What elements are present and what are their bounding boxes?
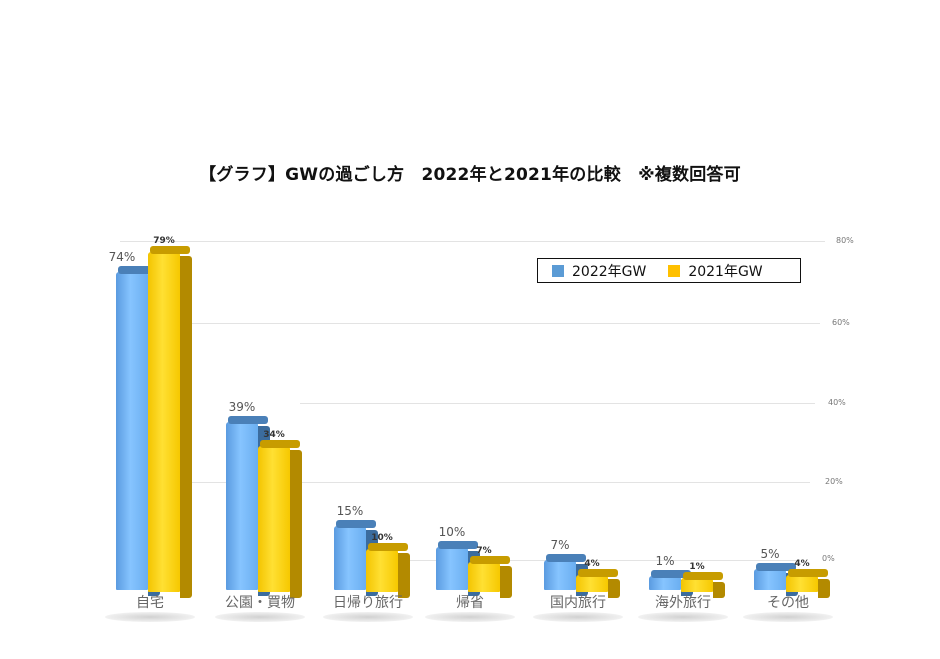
y-tick-0: 0% <box>822 554 835 563</box>
bar-top <box>788 568 828 577</box>
gridline-40 <box>300 403 815 404</box>
y-tick-20: 20% <box>825 477 843 486</box>
bar-top <box>651 570 691 578</box>
legend-item-2021: 2021年GW <box>668 261 763 281</box>
bar-shadow <box>323 612 413 622</box>
bar-side <box>500 565 512 598</box>
bar-2021-3 <box>468 555 512 598</box>
bar-2022-6 <box>754 562 798 596</box>
bar-2022-0 <box>116 265 160 596</box>
bar-top <box>150 246 190 255</box>
bar-top <box>118 265 158 274</box>
data-label: 10% <box>438 525 466 539</box>
y-tick-80: 80% <box>836 236 854 245</box>
bar-side <box>180 256 192 598</box>
bar-side <box>608 578 620 598</box>
bar-top <box>336 519 376 528</box>
bar-side <box>290 449 302 598</box>
legend-label-2021: 2021年GW <box>688 263 763 280</box>
bar-2022-1 <box>226 416 270 596</box>
category-label: その他 <box>767 595 809 611</box>
data-label: 1% <box>689 562 705 572</box>
bar-top <box>578 568 618 577</box>
y-tick-40: 40% <box>828 398 846 407</box>
chart-legend: 2022年GW 2021年GW <box>537 258 801 283</box>
legend-swatch-2021 <box>668 264 681 277</box>
category-label: 日帰り旅行 <box>333 595 403 611</box>
bar-2022-5 <box>649 570 693 596</box>
data-label: 4% <box>794 558 810 569</box>
bar-shadow <box>533 612 623 622</box>
category-label: 国内旅行 <box>550 595 606 611</box>
data-label: 7% <box>550 537 570 552</box>
gridline-60 <box>190 323 820 324</box>
bar-2021-6 <box>786 568 830 598</box>
data-label: 10% <box>371 533 393 543</box>
data-label: 39% <box>228 400 256 415</box>
data-label: 79% <box>153 236 175 247</box>
data-label: 7% <box>476 545 492 556</box>
category-label: 自宅 <box>136 595 164 611</box>
legend-item-2022: 2022年GW <box>552 261 646 281</box>
bar-2021-0 <box>148 246 192 598</box>
bar-top <box>260 439 300 448</box>
y-tick-60: 60% <box>832 318 850 327</box>
bar-2021-4 <box>576 568 620 598</box>
bar-top <box>546 553 586 562</box>
bar-top <box>438 541 478 549</box>
data-label: 34% <box>263 429 285 440</box>
category-label: 海外旅行 <box>655 595 711 611</box>
bar-shadow <box>215 612 305 622</box>
data-label: 4% <box>584 558 600 569</box>
bar-2021-1 <box>258 439 302 598</box>
gridline-80 <box>120 241 825 242</box>
data-label: 1% <box>655 554 675 568</box>
bar-top <box>756 562 796 571</box>
bar-2021-2 <box>366 543 410 598</box>
bar-top <box>683 572 723 580</box>
bar-2021-5 <box>681 572 725 598</box>
category-label: 公園・買物 <box>225 595 295 611</box>
legend-label-2022: 2022年GW <box>572 263 647 280</box>
category-label: 帰省 <box>456 595 484 611</box>
data-label: 74% <box>108 249 136 264</box>
bar-top <box>368 543 408 551</box>
data-label: 15% <box>336 503 364 518</box>
bar-top <box>470 555 510 564</box>
bar-side <box>713 582 725 598</box>
bar-side <box>398 553 410 598</box>
bar-shadow <box>743 612 833 622</box>
bar-shadow <box>425 612 515 622</box>
bar-shadow <box>638 612 728 622</box>
legend-swatch-2022 <box>552 264 564 277</box>
gridline-20 <box>190 482 810 483</box>
bar-top <box>228 416 268 425</box>
bar-side <box>818 578 830 598</box>
bar-shadow <box>105 612 195 622</box>
data-label: 5% <box>760 546 780 561</box>
chart-title: 【グラフ】GWの過ごし方 2022年と2021年の比較 ※複数回答可 <box>199 165 741 185</box>
